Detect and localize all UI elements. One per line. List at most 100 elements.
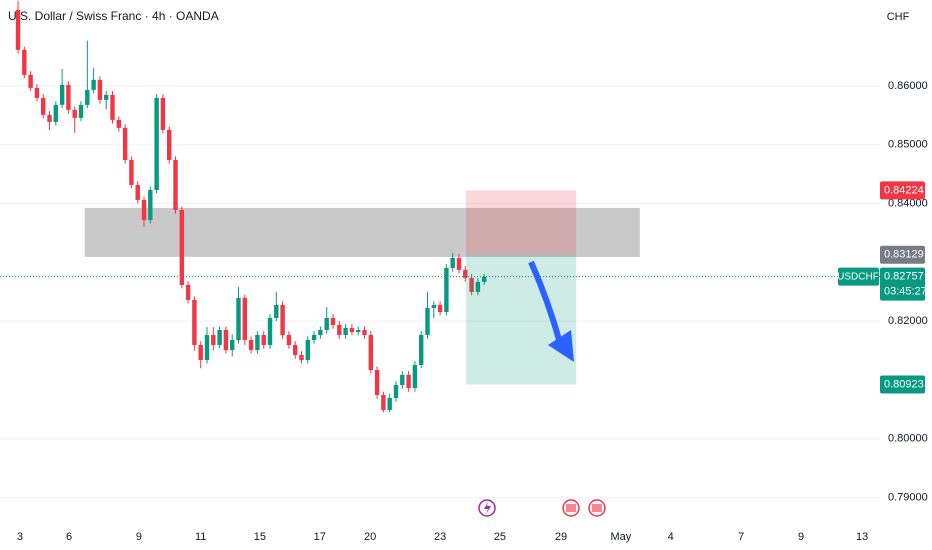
candle-body — [475, 281, 481, 292]
stop-area — [465, 190, 577, 255]
candle-body — [349, 328, 355, 332]
candle-body — [425, 308, 430, 335]
supply-zone — [84, 207, 640, 257]
last-price-tag — [880, 267, 925, 301]
x-tick-label: 25 — [494, 531, 506, 543]
x-tick-label: 17 — [314, 531, 326, 543]
candle-body — [286, 335, 292, 345]
candle-body — [305, 340, 311, 360]
x-tick-label: 9 — [798, 531, 804, 543]
candle-body — [450, 257, 455, 268]
candle-body — [97, 79, 103, 100]
candle-body — [343, 328, 348, 335]
candle-body — [248, 340, 254, 350]
candle-body — [412, 365, 418, 388]
candle-body — [78, 104, 84, 118]
y-tick-label: 0.84000 — [888, 197, 928, 209]
candle-body — [387, 398, 392, 410]
candle-body — [267, 318, 273, 345]
flag-icon — [566, 504, 576, 512]
candle-body — [299, 355, 304, 360]
candle-body — [85, 89, 90, 105]
candle-body — [330, 318, 336, 325]
x-tick-label: May — [611, 531, 632, 543]
candle-body — [217, 330, 222, 345]
candle-body — [185, 284, 191, 300]
candle-body — [28, 74, 33, 88]
candle-body — [255, 335, 260, 350]
candle-body — [129, 159, 134, 185]
candle-body — [318, 330, 323, 335]
arrow-head — [548, 330, 574, 362]
candle-body — [34, 87, 40, 98]
candle-body — [22, 49, 27, 75]
candle-body — [274, 305, 279, 318]
candle-body — [179, 209, 185, 285]
y-tick-label: 0.82000 — [888, 315, 928, 327]
candle-body — [160, 97, 166, 130]
currency-label: CHF — [887, 11, 910, 23]
x-tick-label: 9 — [136, 531, 142, 543]
event-icons — [478, 499, 606, 517]
stop-tag — [880, 181, 925, 200]
axis-layer: 0.86000 0.85000 0.84000 0.82000 0.80000 0.790… — [17, 80, 928, 543]
candle-body — [223, 330, 229, 350]
candle-body — [463, 269, 468, 278]
candle-body — [192, 299, 197, 345]
x-tick-label: 23 — [434, 531, 446, 543]
countdown-label: 03:45:27 — [884, 286, 927, 298]
overlay-layer — [0, 190, 880, 385]
candle-body — [91, 79, 96, 90]
candle-body — [261, 335, 266, 345]
y-tick-label: 0.79000 — [888, 492, 928, 504]
candle-body — [204, 335, 210, 360]
candle-body — [154, 97, 159, 190]
candle-body — [311, 335, 317, 340]
candle-body — [437, 305, 443, 312]
target-tag — [880, 375, 925, 394]
candle-body — [469, 277, 474, 292]
candle-body — [66, 84, 71, 110]
candle-body — [53, 104, 59, 122]
candles — [15, 0, 487, 413]
background-layer — [0, 85, 880, 499]
last-price-label: 0.82757 — [884, 271, 924, 283]
x-tick-label: 29 — [555, 531, 567, 543]
target-area — [465, 254, 577, 385]
candle-body — [324, 318, 329, 330]
x-tick-label: 15 — [254, 531, 266, 543]
candle-body — [242, 297, 248, 340]
y-tick-label: 0.86000 — [888, 80, 928, 92]
candle-body — [400, 375, 405, 385]
candle-body — [355, 330, 361, 332]
candle-body — [110, 94, 115, 120]
candle-body — [148, 189, 153, 220]
candle-body — [15, 9, 21, 50]
x-tick-label: 3 — [17, 531, 23, 543]
event-icon-bolt — [484, 502, 491, 514]
candle-body — [230, 340, 235, 350]
candle-body — [47, 114, 52, 122]
flag-icon — [592, 504, 602, 512]
candle-body — [444, 267, 449, 312]
candle-body — [198, 345, 203, 360]
candle-body — [481, 276, 487, 282]
candle-body — [280, 305, 285, 335]
y-tick-label: 0.85000 — [888, 139, 928, 151]
candle-body — [173, 159, 178, 210]
entry-tag — [880, 245, 925, 264]
chart-title: U.S. Dollar / Swiss Franc · 4h · OANDA — [8, 9, 219, 23]
candle-body — [374, 370, 380, 395]
candle-body — [72, 109, 77, 118]
candle-body — [292, 345, 298, 355]
x-tick-label: 7 — [738, 531, 744, 543]
candle-body — [393, 385, 399, 398]
candle-body — [456, 257, 462, 270]
candle-body — [141, 199, 147, 220]
candle-body — [41, 97, 46, 115]
candle-body — [122, 127, 128, 160]
x-tick-label: 11 — [195, 531, 206, 543]
candle-body — [406, 375, 411, 388]
candle-body — [236, 297, 241, 340]
